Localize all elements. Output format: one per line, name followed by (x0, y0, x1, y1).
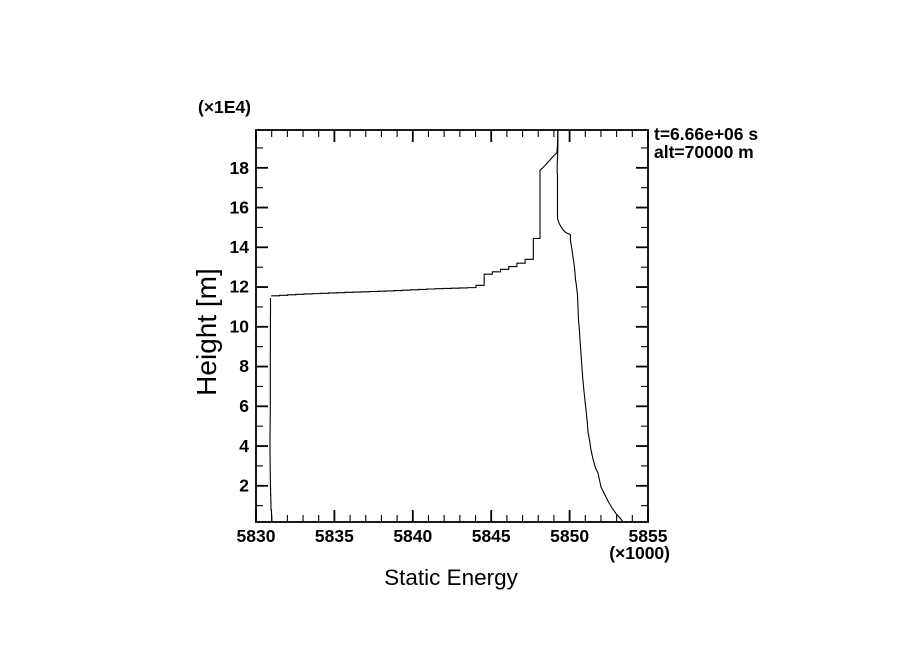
svg-text:2: 2 (239, 476, 249, 496)
svg-text:5850: 5850 (550, 526, 589, 546)
svg-text:5840: 5840 (393, 526, 432, 546)
svg-text:(×1E4): (×1E4) (198, 97, 251, 117)
svg-text:6: 6 (239, 396, 249, 416)
svg-text:8: 8 (239, 356, 249, 376)
svg-text:(×1000): (×1000) (609, 543, 670, 563)
svg-text:18: 18 (230, 158, 250, 178)
svg-text:5845: 5845 (472, 526, 511, 546)
svg-text:10: 10 (230, 317, 250, 337)
svg-text:4: 4 (239, 436, 249, 456)
svg-text:14: 14 (230, 237, 250, 257)
svg-text:5830: 5830 (237, 526, 276, 546)
svg-text:16: 16 (230, 198, 250, 218)
svg-text:5835: 5835 (315, 526, 354, 546)
svg-text:12: 12 (230, 277, 250, 297)
svg-text:alt=70000 m: alt=70000 m (654, 142, 754, 162)
svg-text:t=6.66e+06 s: t=6.66e+06 s (654, 124, 758, 144)
svg-text:Static Energy: Static Energy (384, 565, 519, 590)
svg-text:Height [m]: Height [m] (191, 268, 222, 396)
